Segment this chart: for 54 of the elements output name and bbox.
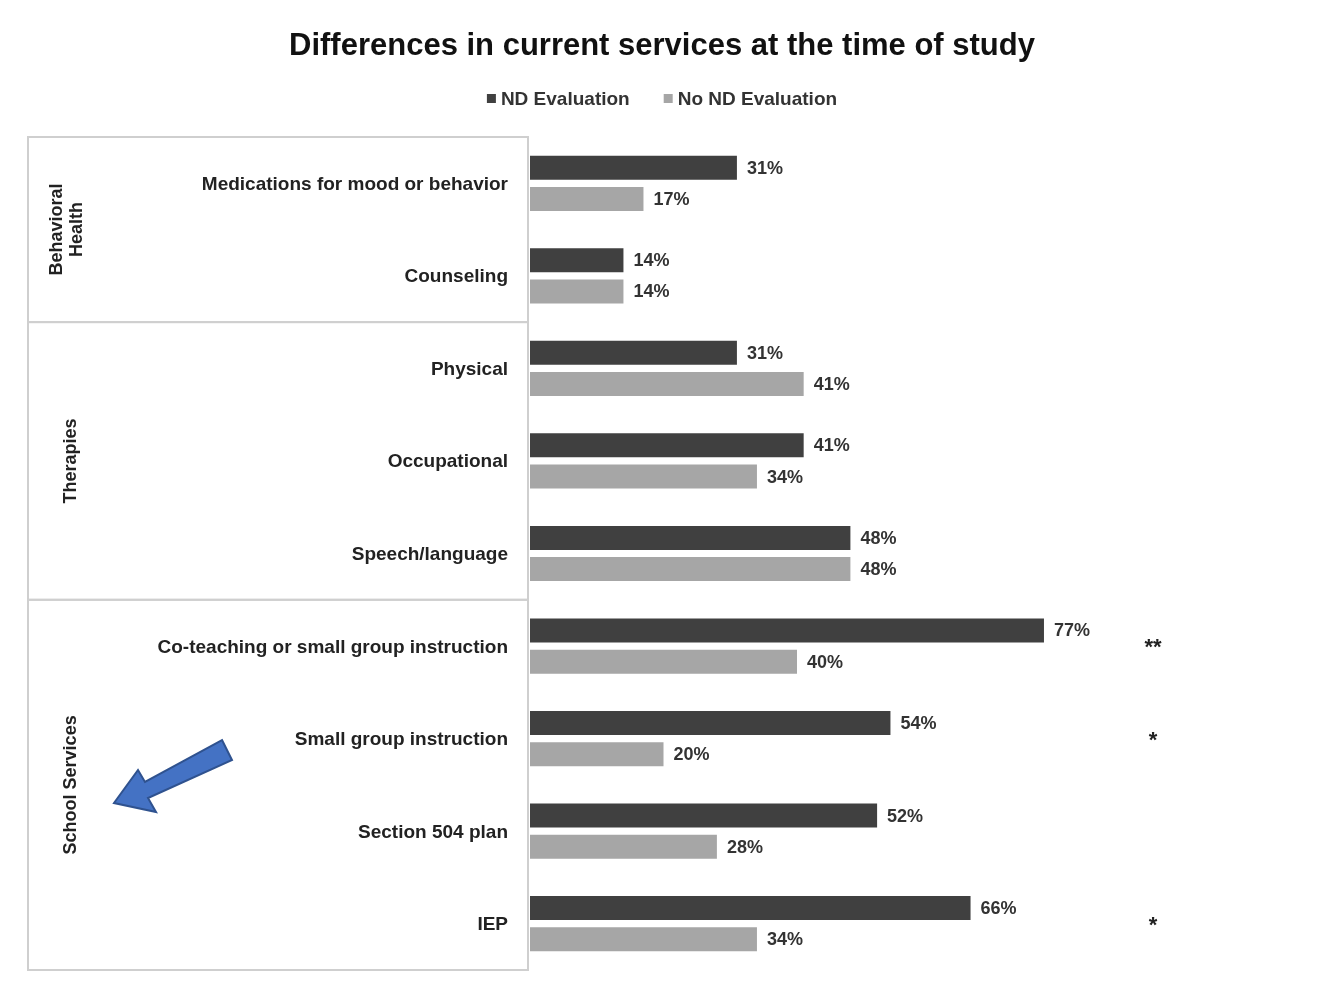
data-label: 34% [766, 929, 803, 950]
text: School Services [60, 715, 80, 855]
text: ** [1144, 634, 1162, 660]
bar [530, 433, 804, 458]
y-tick-label: Physical [430, 357, 508, 379]
data-label: 28% [726, 836, 763, 857]
bar [530, 525, 851, 550]
bar [530, 248, 624, 273]
bar [530, 557, 851, 582]
y-tick-label: IEP [477, 913, 509, 935]
text: * [1148, 911, 1158, 937]
data-label: 40% [807, 651, 844, 672]
data-label: 14% [633, 250, 670, 271]
bar [530, 742, 664, 767]
bar [530, 803, 878, 828]
y-tick-label: Small group instruction [294, 728, 508, 750]
data-label: 17% [653, 188, 690, 209]
y-tick-label: Speech/language [351, 543, 508, 564]
bar [530, 371, 804, 396]
data-label: 48% [860, 559, 897, 580]
data-label: 14% [633, 281, 670, 302]
bar [530, 155, 737, 180]
bar [530, 711, 891, 736]
bar [530, 649, 797, 674]
bar [530, 464, 757, 489]
bar [530, 618, 1044, 643]
chart-title: Differences in current services at the time of study [289, 27, 1036, 62]
y-tick-label: Medications for mood or behavior [201, 172, 509, 194]
data-label: 48% [860, 527, 897, 548]
y-tick-label: Counseling [404, 265, 508, 287]
bar [530, 186, 644, 211]
data-label: 52% [887, 805, 924, 826]
data-label: 31% [746, 157, 783, 178]
legend-label: ND Evaluation [500, 88, 630, 109]
y-tick-label: Occupational [387, 450, 508, 472]
y-tick-label: Section 504 plan [358, 820, 508, 842]
data-label: 31% [746, 342, 783, 363]
data-label: 41% [813, 435, 850, 456]
y-tick-label: Co-teaching or small group instruction [157, 635, 508, 657]
data-label: 34% [766, 466, 803, 487]
bar [530, 896, 971, 921]
bar [530, 834, 717, 859]
data-label: 66% [980, 898, 1017, 919]
bar [530, 927, 757, 952]
bar [530, 279, 624, 304]
data-label: 20% [673, 744, 710, 765]
data-label: 77% [1053, 620, 1091, 641]
text: Therapies [60, 418, 80, 504]
text: * [1148, 726, 1158, 752]
data-label: 41% [813, 373, 850, 394]
legend-label: No ND Evaluation [677, 88, 838, 109]
text: Behavioral Health [46, 183, 86, 276]
data-label: 54% [900, 713, 937, 734]
bar [530, 340, 737, 365]
